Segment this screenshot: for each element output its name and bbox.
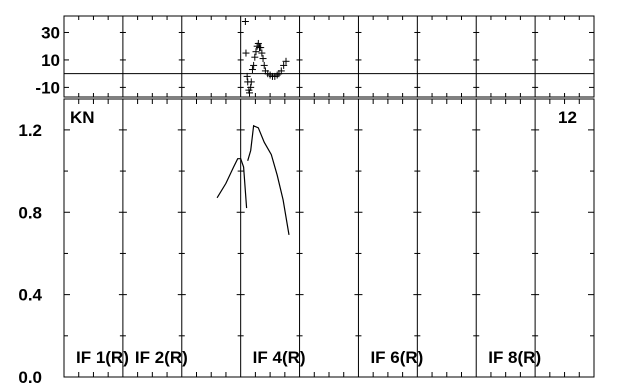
panel-top-right-label: 12	[558, 108, 577, 127]
amplitude-y-tick-label: 0.0	[18, 368, 42, 384]
phase-point	[250, 61, 258, 69]
phase-y-tick-label: -10	[35, 78, 60, 97]
phase-point	[248, 66, 256, 74]
section-label: IF 6(R)	[370, 348, 423, 367]
phase-point	[277, 67, 285, 75]
phase-point	[254, 39, 262, 47]
section-label: IF 4(R)	[253, 348, 306, 367]
phase-point	[242, 49, 250, 57]
phase-point	[258, 49, 266, 57]
phase-point	[243, 72, 251, 80]
phase-y-tick-label: 10	[41, 51, 60, 70]
amplitude-y-tick-label: 0.8	[18, 203, 42, 222]
amplitude-y-tick-label: 0.4	[18, 286, 42, 305]
phase-point	[246, 89, 253, 97]
phase-point	[247, 78, 255, 86]
amplitude-series-line	[216, 158, 248, 209]
phase-point	[280, 61, 288, 69]
amplitude-y-tick-label: 1.2	[18, 121, 42, 140]
section-label: IF 8(R)	[488, 348, 541, 367]
phase-point	[251, 53, 259, 61]
phase-point	[257, 44, 265, 52]
phase-point	[252, 48, 260, 56]
section-label: IF 2(R)	[135, 348, 188, 367]
phase-point	[259, 55, 267, 63]
section-label: IF 1(R)	[76, 348, 129, 367]
panel-top-left-label: KN	[70, 108, 95, 127]
phase-y-tick-label: 30	[41, 23, 60, 42]
phase-point	[282, 57, 290, 65]
phase-point	[260, 61, 268, 69]
amplitude-frame	[63, 98, 595, 378]
phase-panel: 30 10 -10	[35, 15, 595, 98]
amplitude-series-line	[247, 124, 290, 235]
phase-point	[273, 71, 281, 79]
amplitude-panel: 1.2 0.8 0.4 0.0 IF 1(R) IF 2(R) IF 4(R) IF 6(R)…	[18, 98, 595, 384]
phase-point	[247, 83, 255, 91]
phase-frame	[63, 15, 595, 98]
phase-point	[241, 17, 249, 25]
